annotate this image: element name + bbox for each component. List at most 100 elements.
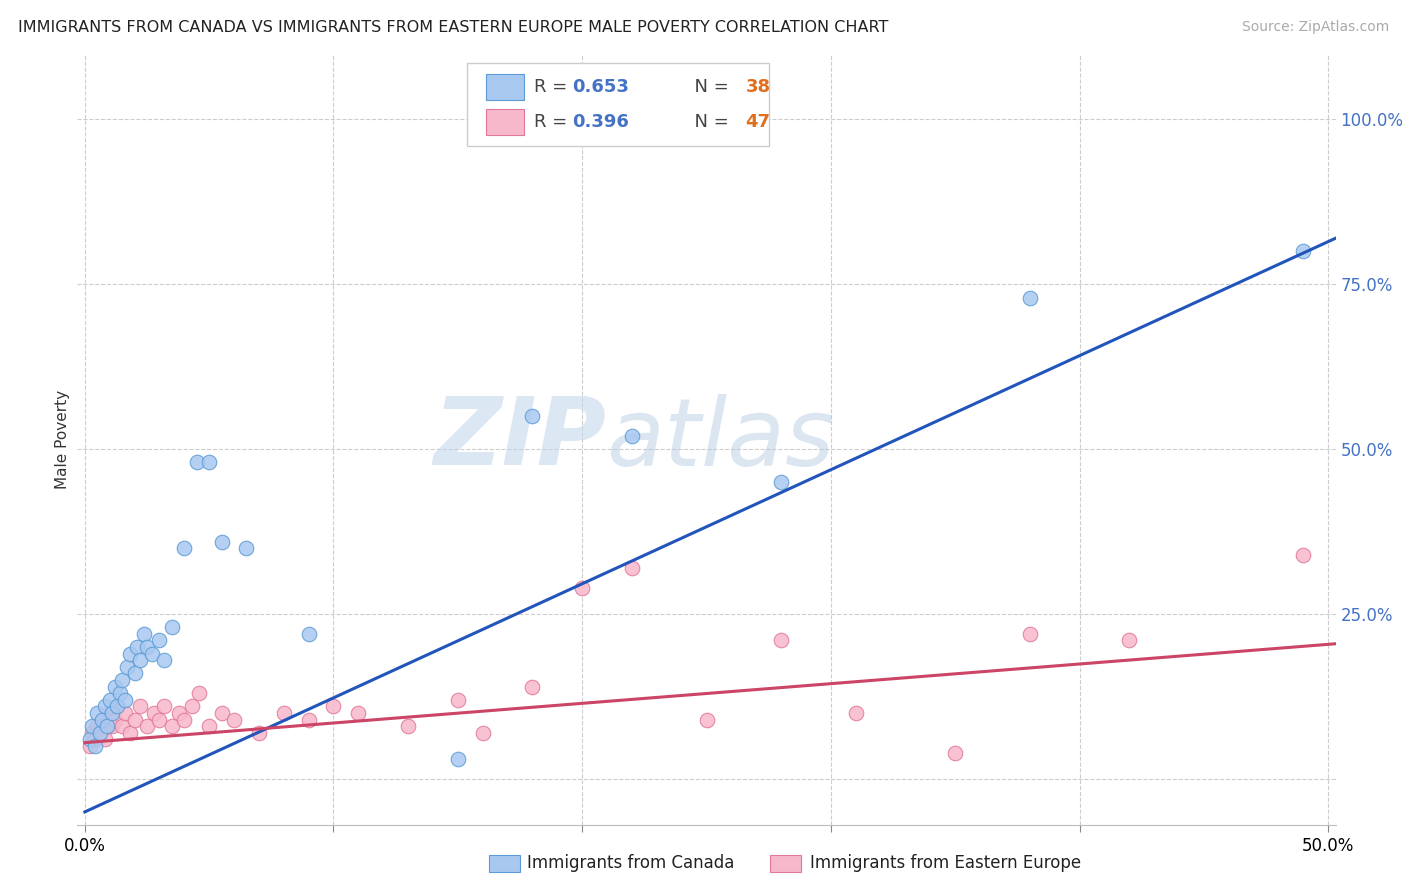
Text: 0.396: 0.396	[572, 112, 628, 131]
Point	[173, 541, 195, 555]
Text: N =: N =	[682, 112, 734, 131]
Point	[93, 732, 115, 747]
Point	[86, 706, 108, 720]
Point	[211, 706, 233, 720]
Point	[169, 706, 191, 720]
Point	[101, 719, 124, 733]
Point	[620, 561, 643, 575]
Point	[98, 693, 121, 707]
Point	[347, 706, 370, 720]
Point	[696, 713, 718, 727]
Text: R =: R =	[534, 112, 574, 131]
Point	[89, 725, 111, 739]
Point	[125, 640, 148, 654]
FancyBboxPatch shape	[486, 109, 524, 135]
Point	[136, 719, 159, 733]
Point	[845, 706, 868, 720]
Point	[222, 713, 245, 727]
Point	[297, 713, 319, 727]
Point	[148, 633, 170, 648]
Text: ZIP: ZIP	[433, 393, 606, 485]
Point	[105, 699, 128, 714]
Point	[91, 713, 114, 727]
Point	[198, 719, 221, 733]
FancyBboxPatch shape	[467, 62, 769, 146]
Point	[82, 725, 104, 739]
Point	[1018, 627, 1040, 641]
Point	[160, 620, 183, 634]
Text: 0.653: 0.653	[572, 78, 628, 96]
Point	[235, 541, 257, 555]
Point	[447, 752, 470, 766]
Point	[173, 713, 195, 727]
Point	[96, 719, 118, 733]
Point	[396, 719, 419, 733]
Point	[118, 725, 141, 739]
Point	[522, 409, 544, 424]
Point	[79, 732, 101, 747]
Text: Immigrants from Canada: Immigrants from Canada	[527, 855, 734, 872]
Point	[247, 725, 270, 739]
Text: N =: N =	[682, 78, 734, 96]
Point	[273, 706, 295, 720]
Point	[96, 719, 118, 733]
Point	[1292, 548, 1315, 562]
Point	[134, 627, 156, 641]
Point	[114, 693, 136, 707]
Point	[83, 732, 105, 747]
Point	[124, 666, 146, 681]
Point	[1018, 291, 1040, 305]
Point	[89, 725, 111, 739]
Y-axis label: Male Poverty: Male Poverty	[55, 390, 70, 489]
Point	[198, 455, 221, 469]
Point	[1292, 244, 1315, 259]
Point	[79, 739, 101, 753]
Point	[124, 713, 146, 727]
Point	[943, 746, 966, 760]
Point	[770, 475, 793, 490]
Text: IMMIGRANTS FROM CANADA VS IMMIGRANTS FROM EASTERN EUROPE MALE POVERTY CORRELATIO: IMMIGRANTS FROM CANADA VS IMMIGRANTS FRO…	[18, 20, 889, 35]
Point	[211, 534, 233, 549]
Point	[143, 706, 166, 720]
Point	[180, 699, 202, 714]
Point	[86, 719, 108, 733]
Point	[93, 699, 115, 714]
Point	[188, 686, 211, 700]
Point	[447, 693, 470, 707]
Point	[101, 706, 124, 720]
Point	[297, 627, 319, 641]
FancyBboxPatch shape	[486, 74, 524, 100]
Point	[153, 699, 176, 714]
Point	[620, 429, 643, 443]
Point	[770, 633, 793, 648]
Text: atlas: atlas	[606, 393, 834, 485]
Point	[141, 647, 163, 661]
Point	[118, 647, 141, 661]
Point	[153, 653, 176, 667]
Point	[91, 713, 114, 727]
Point	[471, 725, 494, 739]
Point	[571, 581, 593, 595]
Point	[104, 680, 127, 694]
Text: Source: ZipAtlas.com: Source: ZipAtlas.com	[1241, 20, 1389, 34]
Point	[82, 719, 104, 733]
Point	[148, 713, 170, 727]
Point	[128, 699, 150, 714]
Point	[136, 640, 159, 654]
Text: R =: R =	[534, 78, 574, 96]
Text: Immigrants from Eastern Europe: Immigrants from Eastern Europe	[810, 855, 1081, 872]
Point	[98, 706, 121, 720]
Point	[111, 673, 134, 687]
Point	[1118, 633, 1140, 648]
Point	[111, 719, 134, 733]
Point	[105, 699, 128, 714]
Point	[322, 699, 344, 714]
Point	[83, 739, 105, 753]
Text: 47: 47	[745, 112, 770, 131]
Point	[128, 653, 150, 667]
Point	[160, 719, 183, 733]
Point	[186, 455, 208, 469]
Point	[115, 660, 138, 674]
Point	[104, 713, 127, 727]
Text: 38: 38	[745, 78, 770, 96]
